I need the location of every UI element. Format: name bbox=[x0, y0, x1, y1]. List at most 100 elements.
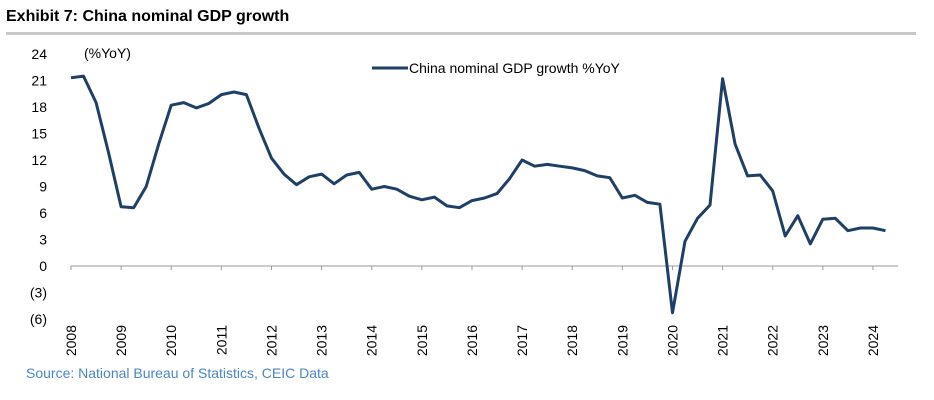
data-point bbox=[508, 177, 511, 180]
x-tick-label: 2022 bbox=[765, 325, 781, 356]
data-point bbox=[333, 182, 336, 185]
data-point bbox=[834, 217, 837, 220]
data-point bbox=[796, 214, 799, 217]
x-tick-label: 2020 bbox=[664, 325, 680, 356]
data-point bbox=[157, 143, 160, 146]
data-point bbox=[583, 169, 586, 172]
x-tick-label: 2011 bbox=[213, 325, 229, 355]
x-tick-label: 2016 bbox=[464, 325, 480, 356]
data-point bbox=[320, 173, 323, 176]
data-point bbox=[132, 206, 135, 209]
data-point bbox=[871, 227, 874, 230]
y-tick-label: 0 bbox=[39, 258, 47, 274]
data-point bbox=[182, 101, 185, 104]
data-point bbox=[709, 204, 712, 207]
data-point bbox=[784, 235, 787, 238]
data-point bbox=[408, 195, 411, 198]
data-point bbox=[245, 93, 248, 96]
y-tick-label: 24 bbox=[31, 46, 47, 62]
x-tick-label: 2024 bbox=[865, 325, 881, 356]
data-point bbox=[283, 173, 286, 176]
data-point bbox=[734, 143, 737, 146]
legend-label: China nominal GDP growth %YoY bbox=[409, 60, 621, 76]
x-tick-label: 2012 bbox=[263, 325, 279, 356]
data-point bbox=[483, 197, 486, 200]
data-point bbox=[608, 176, 611, 179]
data-point bbox=[771, 189, 774, 192]
legend: China nominal GDP growth %YoY bbox=[372, 60, 621, 76]
data-point bbox=[207, 102, 210, 105]
data-point bbox=[884, 229, 887, 232]
data-point bbox=[596, 174, 599, 177]
data-point bbox=[658, 203, 661, 206]
data-point bbox=[270, 157, 273, 160]
y-tick-label: 12 bbox=[31, 152, 47, 168]
data-point bbox=[170, 104, 173, 107]
data-point bbox=[696, 217, 699, 220]
data-point bbox=[533, 165, 536, 168]
y-tick-label: 21 bbox=[31, 73, 47, 89]
y-axis-tick-labels: 24 21 18 15 12 9 6 3 0 (3) (6) bbox=[30, 46, 47, 327]
data-point bbox=[395, 188, 398, 191]
data-point bbox=[433, 196, 436, 199]
y-tick-label: (3) bbox=[30, 285, 47, 301]
data-point bbox=[82, 75, 85, 78]
x-axis-tick-labels: 2008 2009 2010 2011 2012 2013 2014 2015 2016 2017… bbox=[63, 325, 881, 356]
source-note: Source: National Bureau of Statistics, C… bbox=[26, 365, 329, 381]
data-point bbox=[633, 194, 636, 197]
x-tick-label: 2017 bbox=[514, 325, 530, 356]
data-point bbox=[846, 229, 849, 232]
y-tick-label: 3 bbox=[39, 232, 47, 248]
data-point bbox=[145, 185, 148, 188]
series-points bbox=[70, 75, 888, 315]
x-tick-label: 2019 bbox=[614, 325, 630, 356]
x-tick-label: 2018 bbox=[564, 325, 580, 356]
data-point bbox=[120, 205, 123, 208]
data-point bbox=[684, 240, 687, 243]
data-point bbox=[70, 76, 73, 79]
x-tick-label: 2021 bbox=[715, 325, 731, 356]
series-line-nominal-gdp bbox=[70, 74, 886, 315]
data-point bbox=[571, 166, 574, 169]
data-point bbox=[358, 171, 361, 174]
data-point bbox=[746, 174, 749, 177]
y-tick-label: 18 bbox=[31, 99, 47, 115]
data-point bbox=[471, 199, 474, 202]
y-tick-label: 9 bbox=[39, 179, 47, 195]
x-axis-ticks bbox=[70, 266, 874, 270]
x-tick-label: 2009 bbox=[113, 325, 129, 356]
data-point bbox=[345, 174, 348, 177]
data-point bbox=[258, 127, 261, 130]
x-tick-label: 2013 bbox=[314, 325, 330, 356]
data-point bbox=[809, 242, 812, 245]
exhibit-title: Exhibit 7: China nominal GDP growth bbox=[6, 8, 290, 25]
data-point bbox=[646, 201, 649, 204]
data-point bbox=[232, 91, 235, 94]
data-point bbox=[671, 311, 674, 314]
data-point bbox=[759, 174, 762, 177]
data-point bbox=[370, 188, 373, 191]
title-divider bbox=[6, 32, 916, 35]
y-tick-label: (6) bbox=[30, 311, 47, 327]
y-axis-unit-label: (%YoY) bbox=[84, 45, 131, 61]
x-tick-label: 2023 bbox=[815, 325, 831, 356]
data-point bbox=[420, 198, 423, 201]
data-point bbox=[621, 197, 624, 200]
data-point bbox=[821, 218, 824, 221]
data-point bbox=[721, 77, 724, 80]
data-point bbox=[458, 206, 461, 209]
x-tick-label: 2010 bbox=[163, 325, 179, 356]
data-point bbox=[308, 175, 311, 178]
y-tick-label: 15 bbox=[31, 126, 47, 142]
data-point bbox=[107, 151, 110, 154]
x-tick-label: 2014 bbox=[364, 325, 380, 356]
data-point bbox=[95, 101, 98, 104]
data-point bbox=[195, 106, 198, 109]
data-point bbox=[859, 227, 862, 230]
data-point bbox=[295, 183, 298, 186]
data-point bbox=[558, 165, 561, 168]
data-point bbox=[445, 204, 448, 207]
gdp-line-chart: 24 21 18 15 12 9 6 3 0 (3) (6) (%YoY) 2008 2009 2010… bbox=[30, 45, 898, 356]
data-point bbox=[546, 163, 549, 166]
data-point bbox=[496, 192, 499, 195]
